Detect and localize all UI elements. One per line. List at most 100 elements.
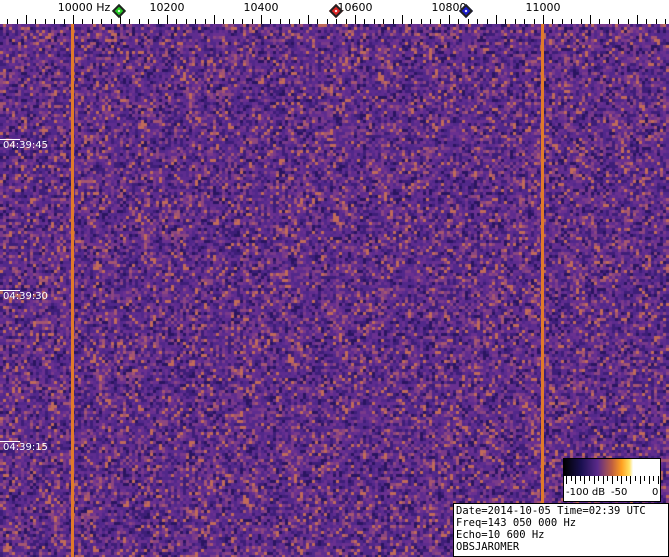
colorbar-tick: [616, 476, 618, 481]
freq-label: 10000 Hz: [57, 1, 111, 14]
freq-tick: [327, 19, 328, 24]
freq-tick: [252, 19, 253, 24]
freq-tick: [411, 19, 412, 24]
freq-tick: [656, 19, 657, 24]
freq-tick: [599, 19, 600, 24]
waterfall-spectrogram[interactable]: [0, 24, 669, 557]
colorbar-label: -100 dB: [566, 487, 606, 498]
colorbar-tick: [589, 476, 590, 481]
freq-tick: [402, 15, 403, 24]
time-label: 04:39:30: [3, 291, 48, 302]
freq-tick: [590, 15, 591, 24]
colorbar-tick: [653, 476, 655, 481]
freq-tick: [54, 19, 55, 24]
freq-tick: [35, 19, 36, 24]
freq-tick: [214, 15, 215, 24]
freq-tick: [64, 19, 65, 24]
freq-tick: [571, 19, 572, 24]
green-marker-icon[interactable]: [111, 3, 127, 19]
freq-tick: [355, 15, 356, 24]
freq-tick: [195, 19, 196, 24]
freq-label: 11000: [525, 1, 561, 14]
info-observer: OBSJAROMER: [456, 541, 520, 553]
freq-tick: [383, 19, 384, 24]
freq-tick: [26, 15, 27, 24]
colorbar-gradient: [564, 459, 660, 476]
freq-tick: [458, 19, 459, 24]
freq-tick: [7, 19, 8, 24]
freq-tick: [609, 19, 610, 24]
colorbar-tick: [648, 476, 650, 484]
freq-tick: [477, 19, 478, 24]
colorbar-tick: [625, 476, 627, 481]
colorbar-tick: [593, 476, 595, 484]
freq-tick: [205, 19, 206, 24]
colorbar-label: 0: [652, 487, 659, 498]
freq-tick: [299, 19, 300, 24]
freq-tick: [242, 19, 243, 24]
freq-tick: [120, 15, 121, 24]
colorbar-tick: [644, 476, 646, 481]
freq-tick: [430, 19, 431, 24]
colorbar-tick: [602, 476, 604, 484]
colorbar-tick: [630, 476, 632, 484]
freq-tick: [618, 19, 619, 24]
colorbar: -100 dB -50 0: [563, 458, 661, 502]
colorbar-tick: [566, 476, 567, 484]
freq-tick: [289, 19, 290, 24]
freq-label: 10400: [243, 1, 279, 14]
time-tick: [0, 139, 20, 140]
colorbar-tick: [607, 476, 609, 481]
freq-tick: [562, 19, 563, 24]
freq-tick: [515, 19, 516, 24]
freq-tick: [223, 19, 224, 24]
freq-tick: [176, 19, 177, 24]
freq-tick: [374, 19, 375, 24]
freq-tick: [139, 19, 140, 24]
colorbar-tick: [612, 476, 613, 484]
freq-tick: [336, 19, 337, 24]
freq-tick: [421, 19, 422, 24]
colorbar-tick: [635, 476, 636, 481]
freq-tick: [468, 19, 469, 24]
signal-line-10000: [71, 24, 74, 557]
info-date-time: Date=2014-10-05 Time=02:39 UTC: [456, 505, 646, 517]
info-echo: Echo=10 600 Hz: [456, 529, 545, 541]
freq-tick: [186, 19, 187, 24]
freq-tick: [543, 15, 544, 24]
freq-tick: [308, 15, 309, 24]
freq-tick: [628, 19, 629, 24]
freq-tick: [534, 19, 535, 24]
freq-tick: [45, 19, 46, 24]
freq-tick: [552, 19, 553, 24]
time-label: 04:39:45: [3, 140, 48, 151]
freq-tick: [158, 19, 159, 24]
info-frequency: Freq=143 050 000 Hz: [456, 517, 577, 529]
freq-tick: [487, 19, 488, 24]
freq-tick: [261, 15, 262, 24]
time-tick: [0, 441, 20, 442]
colorbar-tick: [598, 476, 600, 481]
colorbar-tick: [621, 476, 623, 484]
freq-tick: [665, 19, 666, 24]
freq-tick: [101, 19, 102, 24]
time-label: 04:39:15: [3, 442, 48, 453]
info-box: Date=2014-10-05 Time=02:39 UTC Freq=143 …: [453, 503, 669, 557]
time-tick: [0, 290, 20, 291]
freq-tick: [92, 19, 93, 24]
frequency-axis: 10000 Hz 10200 10400 10600 10800 11000: [0, 0, 669, 24]
freq-tick: [129, 19, 130, 24]
freq-tick: [17, 19, 18, 24]
freq-tick: [524, 19, 525, 24]
colorbar-tick: [575, 476, 577, 484]
freq-tick: [270, 19, 271, 24]
colorbar-tick: [570, 476, 572, 481]
freq-tick: [646, 19, 647, 24]
freq-tick: [393, 19, 394, 24]
freq-tick: [82, 19, 83, 24]
colorbar-tick: [639, 476, 641, 484]
freq-tick: [637, 15, 638, 24]
signal-line-11000: [541, 24, 544, 557]
colorbar-tick: [584, 476, 586, 484]
freq-tick: [581, 19, 582, 24]
